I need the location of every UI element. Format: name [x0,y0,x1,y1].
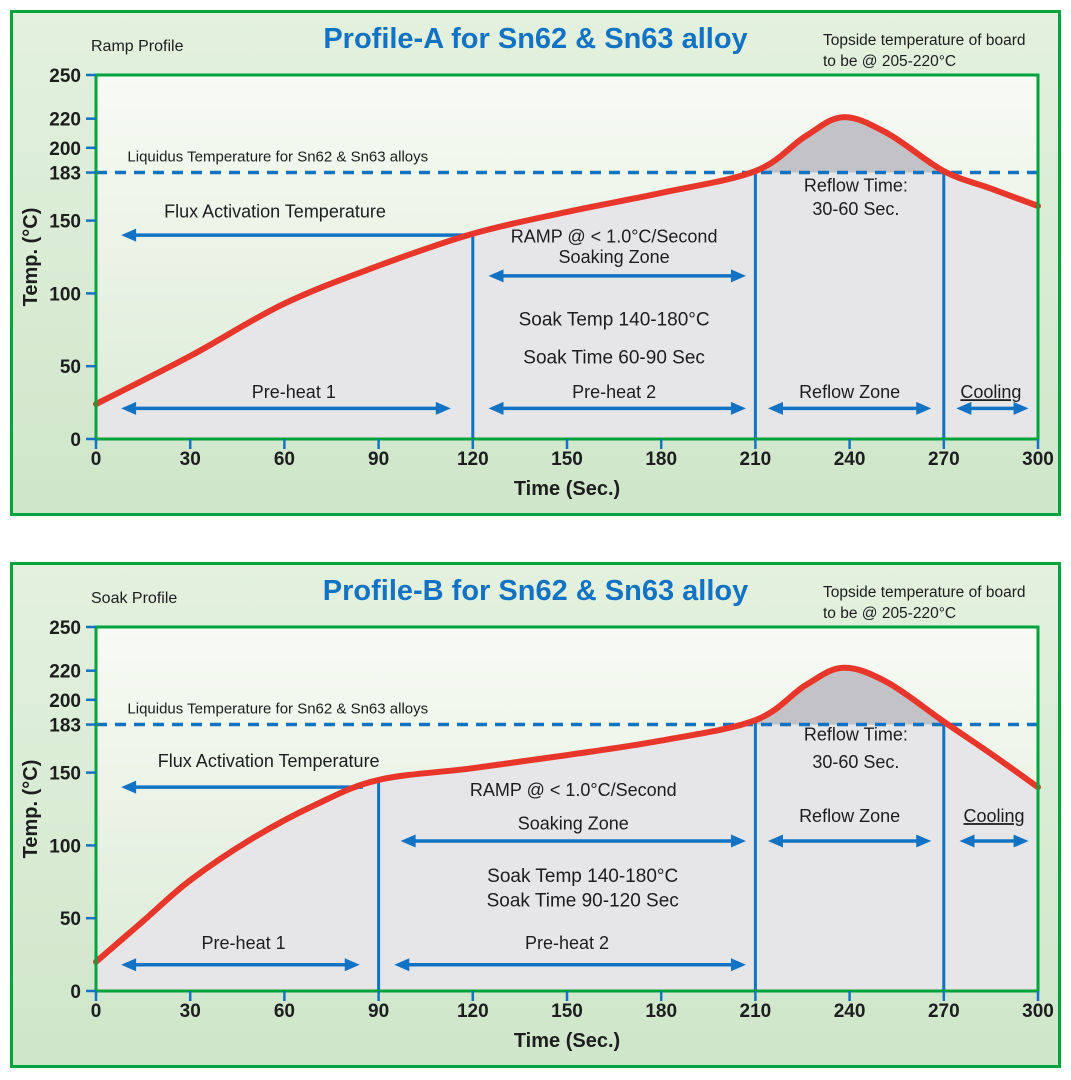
board-temperature-curve [93,114,1041,408]
cooling-span [959,834,1029,848]
topside-note-line-1: Topside temperature of board [823,584,1026,601]
pre-heat-2-span [488,401,746,415]
liquidus-label: Liquidus Temperature for Sn62 & Sn63 all… [127,149,428,166]
profile-type-label: Soak Profile [91,590,178,607]
annotation-label: Reflow Zone [799,382,900,402]
y-tick-label: 250 [49,66,81,87]
annotation-label: 30-60 Sec. [812,752,899,772]
reflow-zone-span [767,834,932,848]
x-tick-label: 270 [928,1001,960,1022]
pre-heat-1-span [121,958,360,972]
y-tick-label: 250 [49,618,81,639]
x-tick-label: 180 [645,449,677,470]
y-tick-label: 50 [60,909,81,930]
liquidus-label: Liquidus Temperature for Sn62 & Sn63 all… [127,701,428,718]
flux-activation-span [121,780,363,794]
annotation-label: Reflow Zone [799,806,900,826]
profile-b-plot: Liquidus Temperature for Sn62 & Sn63 all… [20,618,1054,1052]
x-tick-label: 210 [740,449,772,470]
x-tick-label: 300 [1022,449,1054,470]
chart-title: Profile-A for Sn62 & Sn63 alloy [323,23,748,55]
x-tick-label: 30 [180,449,201,470]
y-tick-label: 100 [49,284,81,305]
x-tick-label: 240 [834,449,866,470]
topside-note-line-1: Topside temperature of board [823,32,1026,49]
annotation-label: Pre-heat 1 [202,933,286,953]
x-axis-title: Time (Sec.) [514,1030,620,1052]
x-tick-label: 90 [368,1001,389,1022]
x-tick-label: 60 [274,1001,295,1022]
under-curve-fill [96,667,1038,991]
soaking-zone-span [488,269,746,283]
annotation-label: Cooling [960,382,1021,402]
x-tick-label: 30 [180,1001,201,1022]
annotation-label: Pre-heat 1 [252,382,336,402]
x-tick-label: 150 [551,1001,583,1022]
x-tick-label: 210 [740,1001,772,1022]
x-axis-title: Time (Sec.) [514,478,620,500]
y-tick-label: 220 [49,110,81,131]
y-tick-label: 150 [49,212,81,233]
x-tick-label: 60 [274,449,295,470]
annotation-label: RAMP @ < 1.0°C/Second [470,780,677,800]
y-tick-label: 183 [49,164,81,185]
reflow-zone-span [767,401,932,415]
pre-heat-2-span [394,958,746,972]
y-tick-label: 183 [49,716,81,737]
y-tick-label: 0 [70,430,81,451]
annotation-label: Reflow Time: [804,175,908,195]
x-tick-label: 300 [1022,1001,1054,1022]
topside-note-line-2: to be @ 205-220°C [823,52,957,70]
x-tick-label: 240 [834,1001,866,1022]
topside-note-line-2: to be @ 205-220°C [823,604,957,622]
profile-a-panel: Liquidus Temperature for Sn62 & Sn63 all… [10,10,1061,516]
topside-note: Topside temperature of board to be @ 205… [823,583,1025,625]
soaking-zone-span [400,834,746,848]
x-tick-label: 90 [368,449,389,470]
cooling-span [956,401,1029,415]
y-tick-label: 0 [70,982,81,1003]
under-curve-fill [96,117,1038,440]
x-tick-label: 120 [457,449,489,470]
profile-a-plot: Liquidus Temperature for Sn62 & Sn63 all… [20,66,1054,500]
y-tick-label: 100 [49,836,81,857]
y-axis-title: Temp. (°C) [20,208,42,307]
y-tick-label: 200 [49,139,81,160]
annotation-label: Cooling [964,806,1025,826]
profile-type-label: Ramp Profile [91,38,184,55]
annotation-label: Flux Activation Temperature [158,751,380,771]
x-tick-label: 150 [551,449,583,470]
annotation-label: Flux Activation Temperature [164,202,386,222]
profile-b-panel: Liquidus Temperature for Sn62 & Sn63 all… [10,562,1061,1068]
flux-activation-span [121,228,467,242]
annotation-label: Soak Temp 140-180°C [519,309,710,330]
chart-title: Profile-B for Sn62 & Sn63 alloy [322,575,749,607]
y-axis-title: Temp. (°C) [20,760,42,859]
annotation-label: Soaking Zone [559,247,670,267]
x-tick-label: 270 [928,449,960,470]
annotation-label: 30-60 Sec. [812,199,899,219]
y-tick-label: 220 [49,662,81,683]
annotation-label: Pre-heat 2 [572,382,656,402]
y-tick-label: 200 [49,691,81,712]
annotation-label: Pre-heat 2 [525,933,609,953]
annotation-label: Soak Temp 140-180°C [487,866,678,887]
annotation-label: Reflow Time: [804,725,908,745]
x-tick-label: 120 [457,1001,489,1022]
annotation-label: Soak Time 90-120 Sec [487,891,679,912]
y-tick-label: 50 [60,357,81,378]
pre-heat-1-span [121,401,451,415]
annotation-label: RAMP @ < 1.0°C/Second [511,226,718,246]
page: { "colors": { "panel_green": "#00a33c", … [0,10,1071,1068]
board-temperature-curve [93,664,1041,965]
annotation-label: Soak Time 60-90 Sec [523,347,705,368]
annotation-label: Soaking Zone [518,813,629,833]
topside-note: Topside temperature of board to be @ 205… [823,31,1025,73]
x-tick-label: 0 [91,1001,102,1022]
x-tick-label: 180 [645,1001,677,1022]
x-tick-label: 0 [91,449,102,470]
y-tick-label: 150 [49,764,81,785]
